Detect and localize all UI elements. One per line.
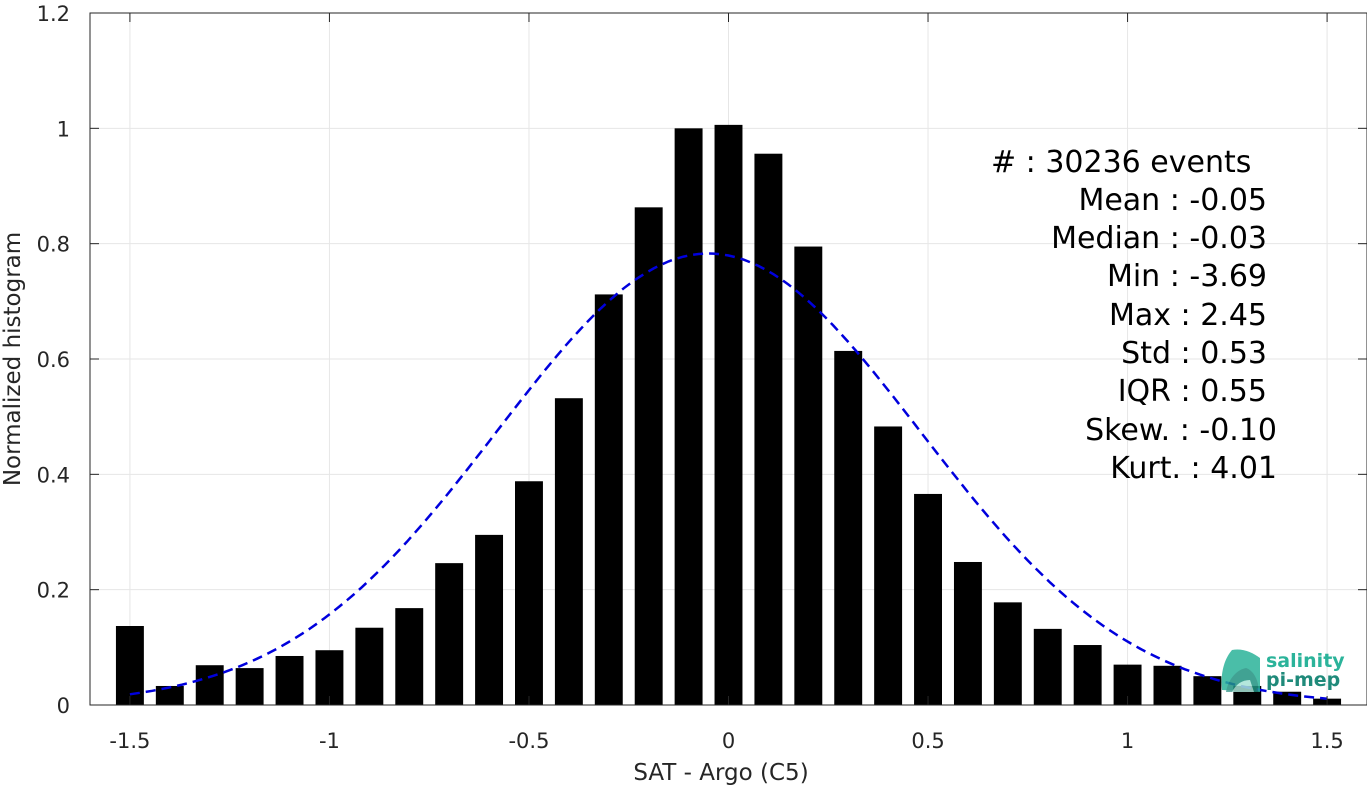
wave-logo-icon bbox=[1221, 649, 1260, 692]
histogram-bar bbox=[395, 608, 424, 705]
histogram-bar bbox=[275, 655, 304, 705]
histogram-bar bbox=[953, 561, 982, 705]
stat-min: Min : -3.69 bbox=[1107, 259, 1267, 294]
stat-skew: Skew. : -0.10 bbox=[1085, 413, 1277, 448]
statistics-annotation: # : 30236 events Mean : -0.05 Median : -… bbox=[991, 145, 1277, 486]
histogram-bar bbox=[315, 650, 344, 705]
histogram-bar bbox=[674, 128, 703, 706]
histogram-bar bbox=[1073, 645, 1102, 705]
y-tick-label: 0.4 bbox=[37, 463, 70, 487]
x-axis-label: SAT - Argo (C5) bbox=[633, 760, 808, 786]
histogram-bar bbox=[554, 398, 583, 705]
x-tick-label: -1 bbox=[319, 729, 340, 753]
histogram-bar bbox=[754, 153, 783, 705]
x-tick-labels: -1.5 -1 -0.5 0 0.5 1 1.5 bbox=[109, 729, 1343, 753]
histogram-bar bbox=[794, 246, 823, 706]
y-tick-label: 0 bbox=[57, 694, 70, 718]
axis-ticks bbox=[90, 12, 1367, 706]
logo-text-pimep: pi-mep bbox=[1266, 669, 1340, 691]
salinity-pimep-logo: salinity pi-mep bbox=[1221, 649, 1345, 692]
histogram-bar bbox=[515, 481, 543, 705]
histogram-bar bbox=[834, 350, 863, 705]
histogram-bar bbox=[195, 665, 224, 705]
x-tick-label: 1 bbox=[1121, 729, 1134, 753]
y-tick-label: 0.8 bbox=[37, 233, 70, 257]
histogram-bar bbox=[155, 685, 184, 705]
histogram-bar bbox=[993, 602, 1022, 705]
x-tick-label: 1.5 bbox=[1310, 729, 1343, 753]
histogram-bar bbox=[634, 207, 663, 705]
x-tick-label: -0.5 bbox=[508, 729, 549, 753]
stat-std: Std : 0.53 bbox=[1121, 336, 1267, 371]
y-axis-label: Normalized histogram bbox=[0, 232, 26, 486]
histogram-bar bbox=[475, 534, 504, 705]
x-tick-label: -1.5 bbox=[109, 729, 150, 753]
histogram-bar bbox=[914, 493, 942, 705]
y-tick-label: 1 bbox=[57, 117, 70, 141]
stat-median: Median : -0.03 bbox=[1051, 221, 1267, 256]
histogram-bar bbox=[355, 627, 384, 705]
histogram-bar bbox=[1033, 628, 1062, 705]
histogram-bar bbox=[435, 563, 464, 705]
stat-mean: Mean : -0.05 bbox=[1078, 183, 1267, 218]
histogram-bar bbox=[874, 426, 903, 705]
stat-max: Max : 2.45 bbox=[1109, 298, 1267, 333]
histogram-bar bbox=[235, 668, 264, 705]
gaussian-fit-curve bbox=[129, 252, 1328, 700]
y-tick-label: 1.2 bbox=[37, 2, 70, 26]
stat-kurt: Kurt. : 4.01 bbox=[1110, 451, 1277, 486]
logo-text-salinity: salinity bbox=[1266, 650, 1345, 672]
histogram-bars bbox=[115, 124, 1342, 706]
x-tick-label: 0.5 bbox=[911, 729, 944, 753]
y-tick-label: 0.2 bbox=[37, 579, 70, 603]
histogram-bar bbox=[594, 294, 623, 705]
histogram-bar bbox=[1153, 665, 1182, 705]
y-tick-label: 0.6 bbox=[37, 348, 70, 372]
x-tick-label: 0 bbox=[722, 729, 735, 753]
stat-iqr: IQR : 0.55 bbox=[1118, 374, 1267, 409]
histogram-bar bbox=[714, 124, 743, 705]
stat-events: # : 30236 events bbox=[991, 145, 1251, 180]
y-tick-labels: 0 0.2 0.4 0.6 0.8 1 1.2 bbox=[37, 2, 70, 718]
